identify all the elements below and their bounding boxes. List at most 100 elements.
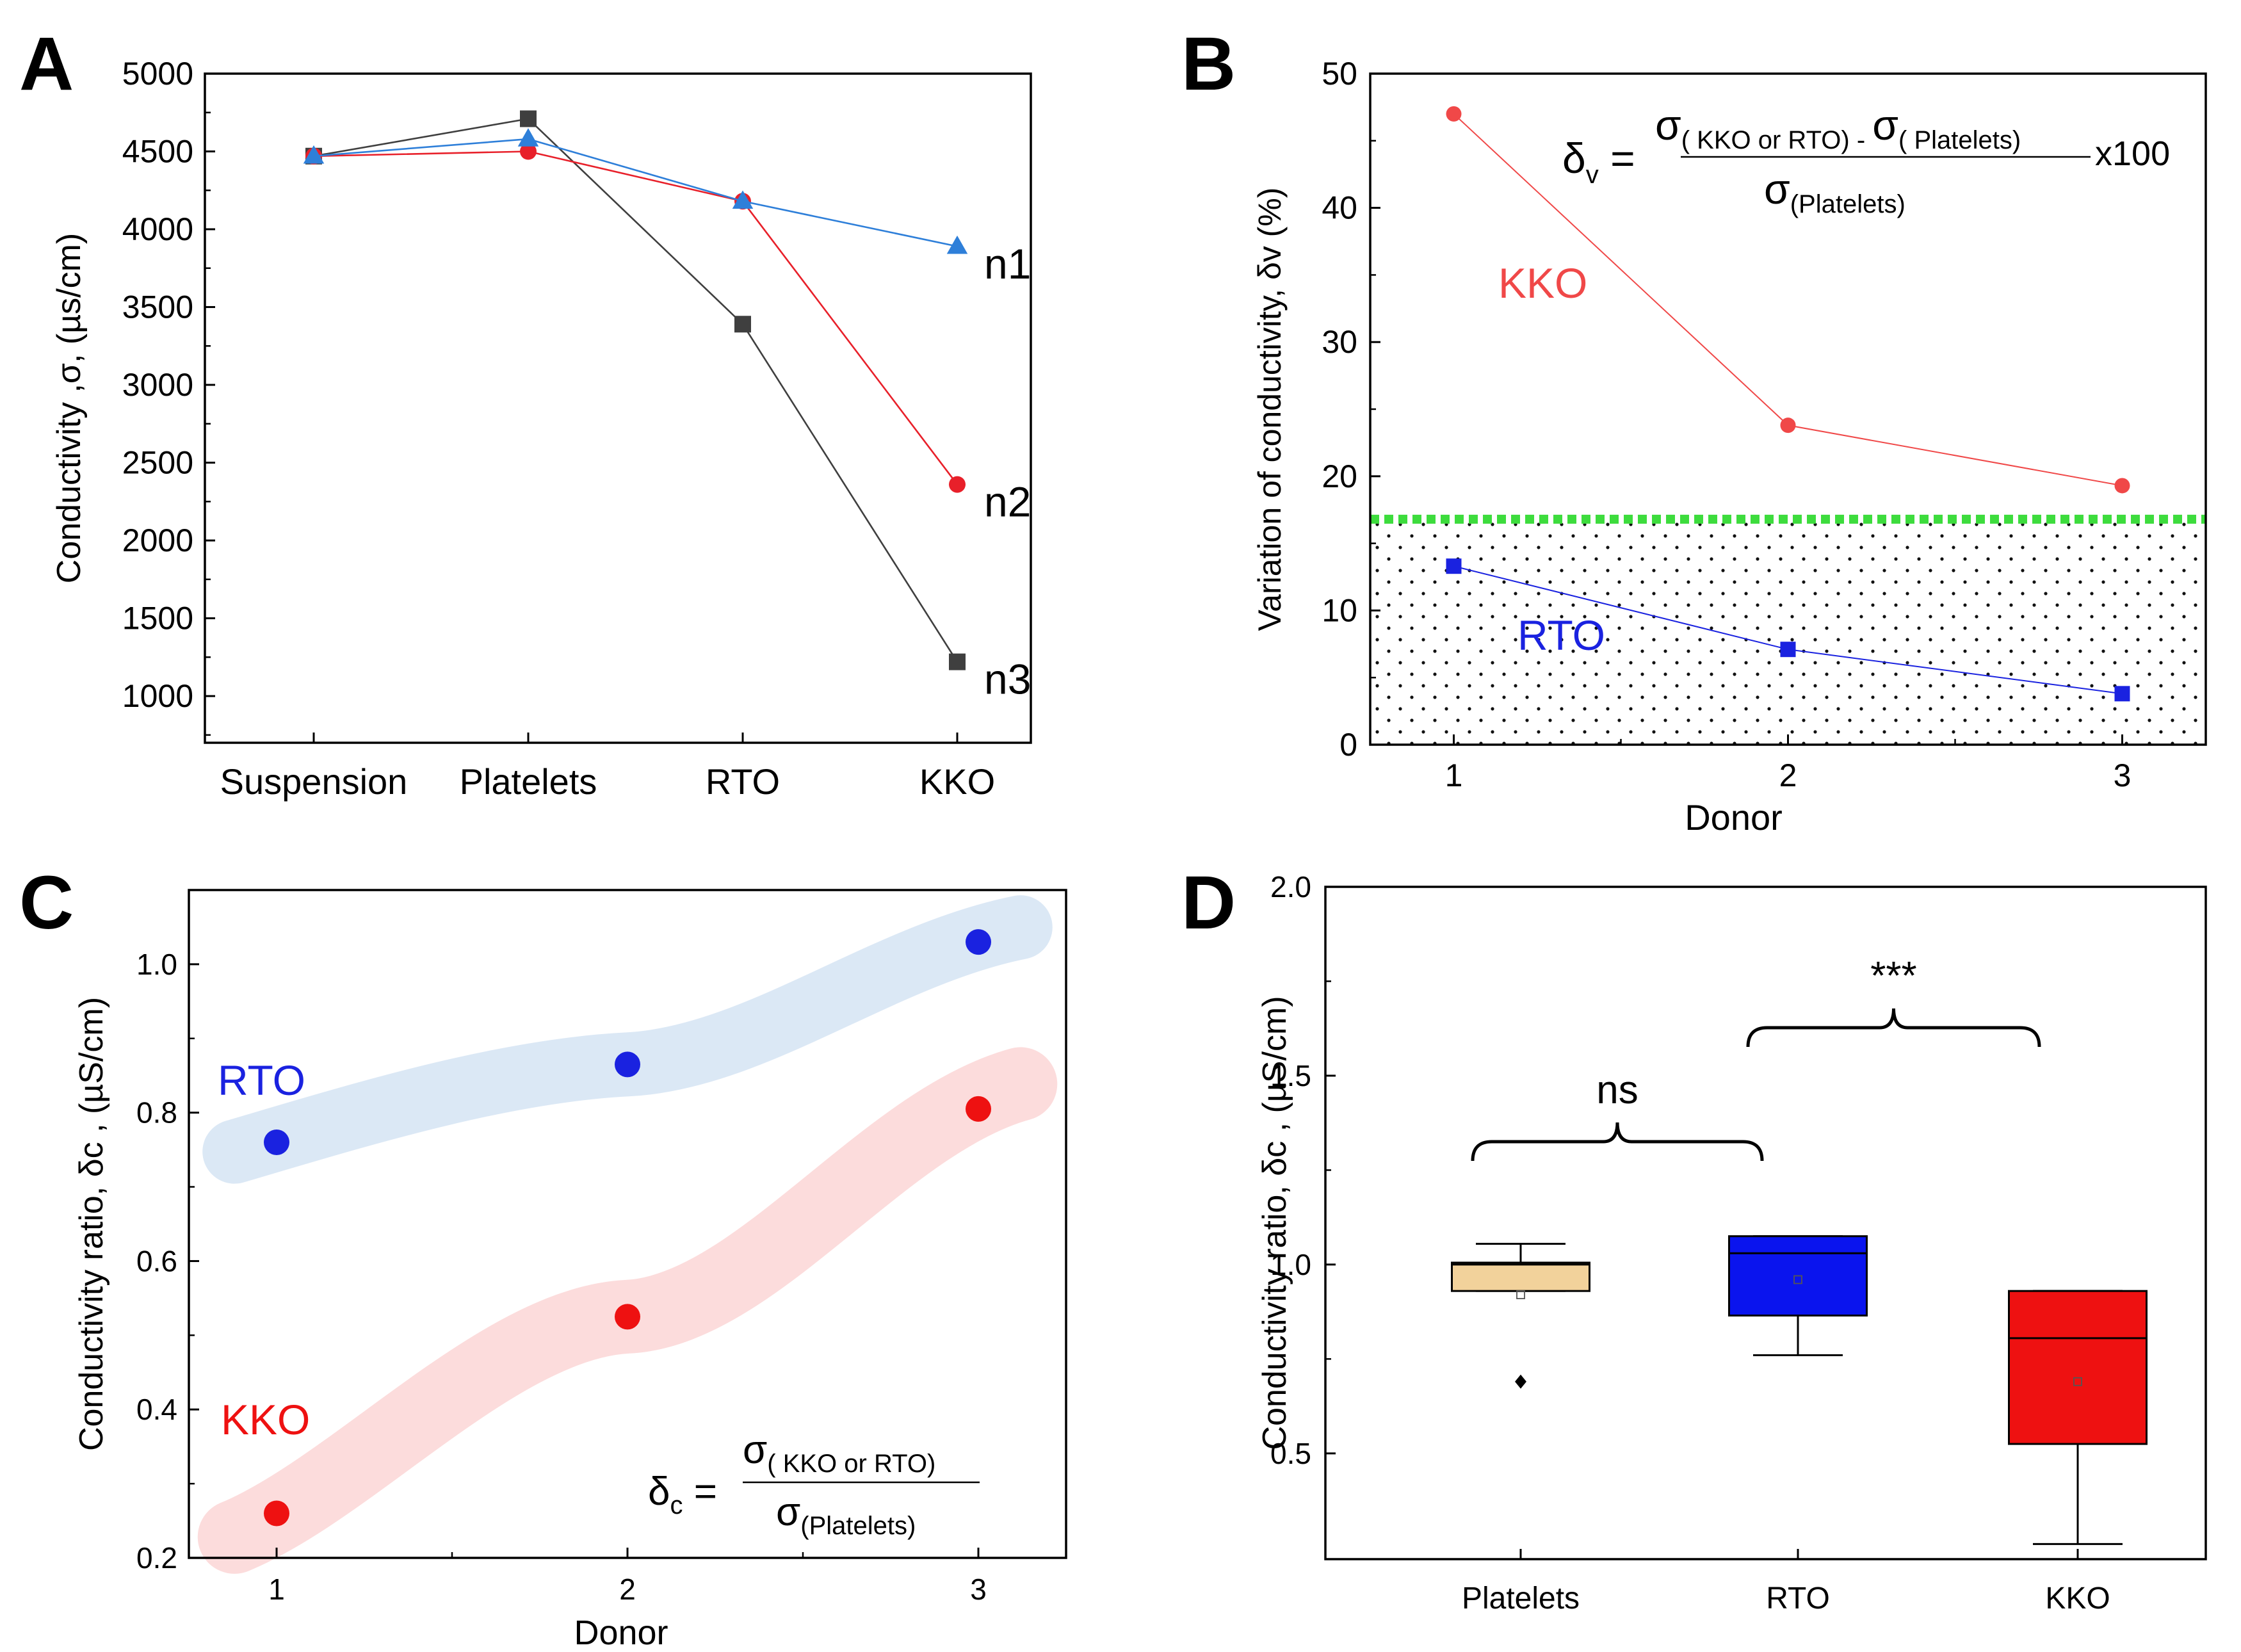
box-iqr	[1451, 1261, 1590, 1292]
y-tick-label: 2000	[122, 522, 193, 558]
formula-denominator: σ(Platelets)	[1764, 165, 1905, 218]
significance-rto-kko: ***	[1746, 954, 2041, 1048]
formula: δv = σ( KKO or RTO) - σ( Platelets) σ(Plat…	[1562, 101, 2170, 218]
significance-brace	[1746, 1008, 2041, 1048]
series-label: n2	[984, 478, 1031, 526]
x-tick-label: 2	[619, 1573, 636, 1606]
series-RTO: RTO	[1446, 558, 2130, 702]
y-tick-label: 10	[1322, 592, 1357, 628]
box-mean	[2073, 1377, 2082, 1386]
data-point	[949, 653, 966, 670]
y-tick-label: 2500	[122, 445, 193, 481]
y-tick-label: 1.0	[1270, 1248, 1311, 1281]
plot-frame	[1324, 886, 2207, 1560]
panel-b: B 0 10 20 30 40 50 1 2 3 Donor Variation of conduct…	[1181, 22, 2207, 838]
y-tick-label: 50	[1322, 56, 1357, 92]
y-tick-label: 40	[1322, 190, 1357, 226]
y-tick-label: 1000	[122, 678, 193, 714]
formula-numerator: σ( KKO or RTO)	[743, 1428, 935, 1478]
series-n3: n3	[305, 110, 1031, 703]
box-mean	[1516, 1290, 1525, 1299]
x-tick-label: Suspension	[220, 761, 408, 802]
x-tick-label: 3	[970, 1573, 987, 1606]
y-tick-label: 20	[1322, 458, 1357, 494]
y-tick-label: 0.4	[136, 1393, 177, 1426]
box-KKO	[2008, 1290, 2148, 1545]
y-tick-label: 4000	[122, 211, 193, 247]
y-tick-label: 0.5	[1270, 1437, 1311, 1470]
significance-platelets-rto: ns	[1471, 1068, 1764, 1162]
formula-factor: x100	[2095, 134, 2170, 173]
data-point	[966, 1096, 991, 1122]
x-tick-label: 1	[1445, 757, 1463, 793]
series-n2: n2	[305, 143, 1031, 526]
panel-letter: B	[1181, 22, 1236, 106]
series-n1: n1	[303, 128, 1031, 287]
formula-lhs: δv =	[1562, 134, 1635, 189]
x-tick-label: Platelets	[1462, 1582, 1580, 1616]
box-iqr	[2008, 1290, 2148, 1445]
formula-numerator: σ( KKO or RTO) - σ( Platelets)	[1655, 101, 2021, 154]
panel-letter: D	[1181, 861, 1236, 945]
series-line	[313, 150, 959, 485]
data-point	[1446, 558, 1462, 574]
x-tick-label: RTO	[1766, 1582, 1830, 1616]
series-label: RTO	[1517, 611, 1605, 659]
panel-a: A 1000 1500 2000 2500 3000 3500 4000 4500 5000 Sus…	[19, 22, 1032, 802]
data-point	[520, 110, 537, 127]
data-point	[2114, 686, 2130, 702]
y-axis-label: Conductivity ,σ, (µs/cm)	[51, 233, 88, 583]
x-axis-label: Donor	[1685, 797, 1783, 838]
data-point	[1780, 642, 1796, 658]
series-RTO: RTO	[218, 929, 991, 1156]
series-label: KKO	[221, 1396, 310, 1443]
data-point	[966, 929, 991, 955]
y-tick-label: 1.5	[1270, 1059, 1311, 1092]
series-label: n3	[984, 656, 1031, 703]
box-outlier	[1515, 1374, 1526, 1389]
y-axis-label: Variation of conductivity, δv (%)	[1252, 188, 1288, 631]
box-mean	[1793, 1275, 1802, 1284]
formula: δc = σ( KKO or RTO) σ(Platelets)	[648, 1428, 980, 1540]
y-tick-label: 30	[1322, 324, 1357, 360]
data-point	[615, 1304, 640, 1330]
significance-label: ns	[1596, 1068, 1638, 1112]
x-axis-label: Donor	[574, 1614, 668, 1652]
data-point	[520, 143, 537, 160]
significance-brace	[1471, 1122, 1764, 1162]
significance-label: ***	[1870, 954, 1916, 998]
y-tick-label: 1.0	[136, 948, 177, 981]
panel-letter: A	[19, 22, 74, 106]
data-point	[615, 1051, 640, 1078]
y-tick-label: 0	[1339, 727, 1357, 763]
y-tick-label: 3000	[122, 367, 193, 403]
series-label: n1	[984, 240, 1031, 287]
y-tick-label: 3500	[122, 289, 193, 325]
plot-frame	[204, 72, 1032, 744]
series-KKO: KKO	[221, 1096, 991, 1526]
x-tick-label: Platelets	[460, 761, 597, 802]
x-tick-label: 3	[2114, 757, 2132, 793]
y-tick-label: 0.6	[136, 1244, 177, 1277]
data-point	[734, 316, 751, 333]
panel-letter: C	[19, 861, 74, 945]
y-tick-label: 4500	[122, 134, 193, 170]
data-point	[517, 128, 539, 147]
data-point	[264, 1130, 289, 1156]
formula-denominator: σ(Platelets)	[776, 1490, 916, 1540]
series-KKO: KKO	[1446, 106, 2130, 494]
series-line	[313, 138, 958, 248]
below-threshold-region	[1370, 519, 2206, 745]
series-line	[313, 118, 959, 663]
data-point	[946, 235, 968, 254]
panel-d: D 0.5 1.0 1.5 2.0 Platelets RTO KKO Conductivity…	[1181, 861, 2207, 1616]
y-tick-label: 0.2	[136, 1541, 177, 1575]
y-axis-label: Conductivity ratio, δc , (µS/cm)	[73, 997, 110, 1451]
panel-c: C 0.2 0.4 0.6 0.8 1.0 1 2 3 Donor Conductivity rat…	[19, 861, 1067, 1652]
x-tick-label: 2	[1779, 757, 1797, 793]
y-tick-label: 5000	[122, 56, 193, 92]
x-tick-label: KKO	[2045, 1582, 2110, 1616]
x-tick-label: 1	[268, 1573, 285, 1606]
y-axis-label: Conductivity ratio, δc , (µS/cm)	[1256, 996, 1293, 1450]
